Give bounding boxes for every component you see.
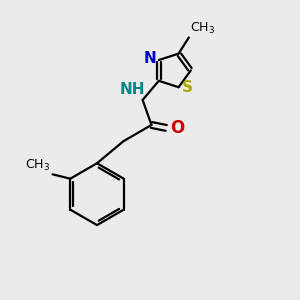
Text: N: N <box>143 51 156 66</box>
Text: O: O <box>171 119 185 137</box>
Text: CH$_3$: CH$_3$ <box>25 158 50 173</box>
Text: NH: NH <box>120 82 145 97</box>
Text: CH$_3$: CH$_3$ <box>190 21 215 36</box>
Text: S: S <box>182 80 193 95</box>
